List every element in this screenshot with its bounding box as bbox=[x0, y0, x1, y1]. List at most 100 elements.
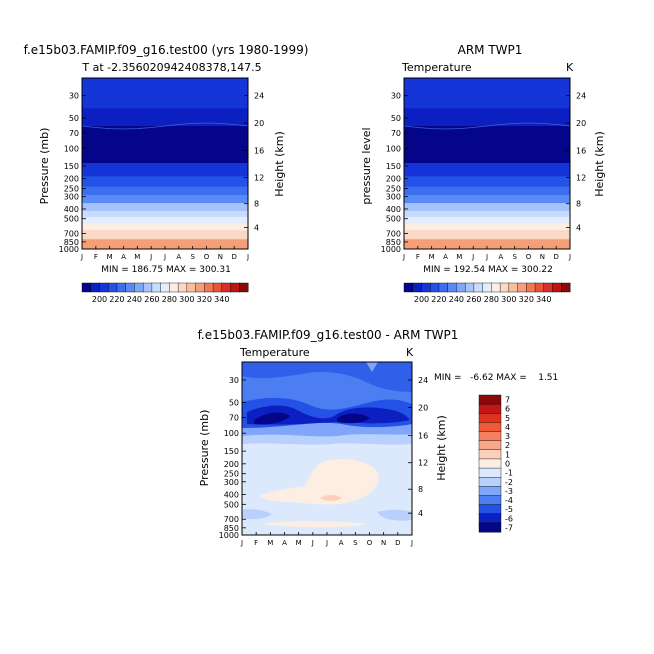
panel-difference: f.e15b03.FAMIP.f09_g16.test00 - ARM TWP1… bbox=[198, 328, 559, 547]
colorbar-swatch bbox=[90, 282, 100, 293]
y-tick-label: 70 bbox=[69, 129, 79, 138]
panel-3-field bbox=[242, 362, 412, 535]
colorbar-swatch bbox=[517, 282, 527, 293]
panel-3-ylabel-right: Height (km) bbox=[435, 415, 448, 481]
panel-2-subtitle-right: K bbox=[566, 61, 574, 74]
y-tick-label: 100 bbox=[386, 144, 401, 153]
colorbar-label: 320 bbox=[519, 295, 534, 304]
colorbar-panel-2: 200 220 240 260 280 300 320 340 bbox=[403, 282, 571, 304]
colorbar-swatch bbox=[478, 458, 502, 469]
y-tick-label: 700 bbox=[64, 229, 79, 238]
colorbar-label: 200 bbox=[92, 295, 107, 304]
temperature-band bbox=[82, 186, 248, 196]
colorbar-swatch bbox=[160, 282, 170, 293]
colorbar-swatch bbox=[478, 513, 502, 524]
x-tick-label: O bbox=[526, 253, 532, 261]
y-tick-label: 50 bbox=[391, 114, 401, 123]
y-tick-label: 200 bbox=[64, 175, 79, 184]
temperature-band bbox=[82, 216, 248, 225]
temperature-band bbox=[82, 223, 248, 231]
x-tick-label: F bbox=[254, 539, 258, 547]
colorbar-swatch bbox=[526, 282, 536, 293]
x-tick-label: A bbox=[121, 253, 126, 261]
colorbar-swatch bbox=[478, 486, 502, 496]
colorbar-swatch bbox=[478, 495, 502, 506]
x-tick-label: A bbox=[176, 253, 181, 261]
y-tick-label: 30 bbox=[69, 92, 79, 101]
height-tick-label: 20 bbox=[418, 404, 428, 413]
height-tick-label: 24 bbox=[254, 92, 264, 101]
height-tick-label: 12 bbox=[254, 174, 264, 183]
colorbar-swatch bbox=[108, 282, 118, 293]
colorbar-swatch bbox=[221, 282, 232, 293]
x-tick-label: D bbox=[231, 253, 236, 261]
diff-warm-max bbox=[320, 495, 342, 501]
panel-3-plot bbox=[241, 361, 413, 536]
diff-warm-anomaly bbox=[260, 459, 379, 505]
y-tick-label: 1000 bbox=[59, 245, 79, 254]
temperature-band bbox=[82, 211, 248, 218]
colorbar-swatch bbox=[478, 422, 502, 433]
panel-3-subtitle-left: Temperature bbox=[239, 346, 310, 359]
x-tick-label: J bbox=[311, 539, 314, 547]
colorbar-swatch bbox=[482, 282, 492, 293]
colorbar-swatch bbox=[478, 477, 502, 487]
x-tick-label: J bbox=[246, 253, 249, 261]
colorbar-swatch bbox=[456, 282, 466, 293]
colorbar-label: 6 bbox=[505, 405, 510, 414]
colorbar-swatch bbox=[552, 282, 562, 293]
x-tick-label: A bbox=[282, 539, 287, 547]
colorbar-label: 280 bbox=[484, 295, 499, 304]
y-tick-label: 400 bbox=[64, 205, 79, 214]
colorbar-swatch bbox=[561, 282, 571, 293]
temperature-band bbox=[82, 230, 248, 240]
colorbar-label: 3 bbox=[505, 432, 510, 441]
colorbar-swatch bbox=[464, 282, 475, 293]
colorbar-swatch bbox=[478, 394, 502, 405]
colorbar-swatch bbox=[438, 282, 449, 293]
colorbar-label: 5 bbox=[505, 414, 510, 423]
y-tick-label: 500 bbox=[386, 215, 401, 224]
y-tick-label: 850 bbox=[64, 238, 79, 247]
y-tick-label: 500 bbox=[64, 215, 79, 224]
x-tick-label: O bbox=[204, 253, 210, 261]
height-tick-label: 4 bbox=[576, 223, 581, 232]
colorbar-label: 0 bbox=[505, 460, 510, 469]
y-tick-label: 100 bbox=[224, 429, 239, 438]
temperature-band bbox=[404, 108, 570, 127]
colorbar-label: 240 bbox=[449, 295, 464, 304]
x-tick-label: N bbox=[381, 539, 386, 547]
temperature-band bbox=[82, 163, 248, 177]
y-tick-label: 30 bbox=[229, 376, 239, 385]
panel-2-minmax: MIN = 192.54 MAX = 300.22 bbox=[423, 265, 553, 275]
x-tick-label: J bbox=[240, 539, 243, 547]
colorbar-label: 260 bbox=[144, 295, 159, 304]
y-tick-label: 300 bbox=[386, 192, 401, 201]
colorbar-swatch bbox=[478, 504, 502, 515]
colorbar-swatch bbox=[491, 282, 501, 293]
temperature-band bbox=[82, 126, 248, 164]
y-tick-label: 300 bbox=[64, 192, 79, 201]
diff-lower-blue-left bbox=[242, 509, 272, 520]
y-tick-label: 150 bbox=[64, 162, 79, 171]
temperature-band bbox=[404, 186, 570, 196]
panel-3-ylabel: Pressure (mb) bbox=[198, 410, 211, 487]
y-tick-label: 250 bbox=[64, 184, 79, 193]
panel-2-title: ARM TWP1 bbox=[458, 43, 523, 57]
panel-1-bands bbox=[81, 78, 249, 250]
x-tick-label: J bbox=[410, 539, 413, 547]
panel-1-ylabel: Pressure (mb) bbox=[38, 128, 51, 205]
colorbar-swatch bbox=[142, 282, 153, 293]
y-tick-label: 400 bbox=[224, 490, 239, 499]
colorbar-swatch bbox=[534, 282, 545, 293]
temperature-band bbox=[404, 230, 570, 240]
panel-3-subtitle-right: K bbox=[406, 346, 414, 359]
colorbar-swatch bbox=[125, 282, 135, 293]
temperature-band bbox=[404, 239, 570, 250]
x-tick-label: M bbox=[296, 539, 302, 547]
temperature-band bbox=[404, 211, 570, 218]
colorbar-label: 300 bbox=[501, 295, 516, 304]
x-tick-label: M bbox=[267, 539, 273, 547]
